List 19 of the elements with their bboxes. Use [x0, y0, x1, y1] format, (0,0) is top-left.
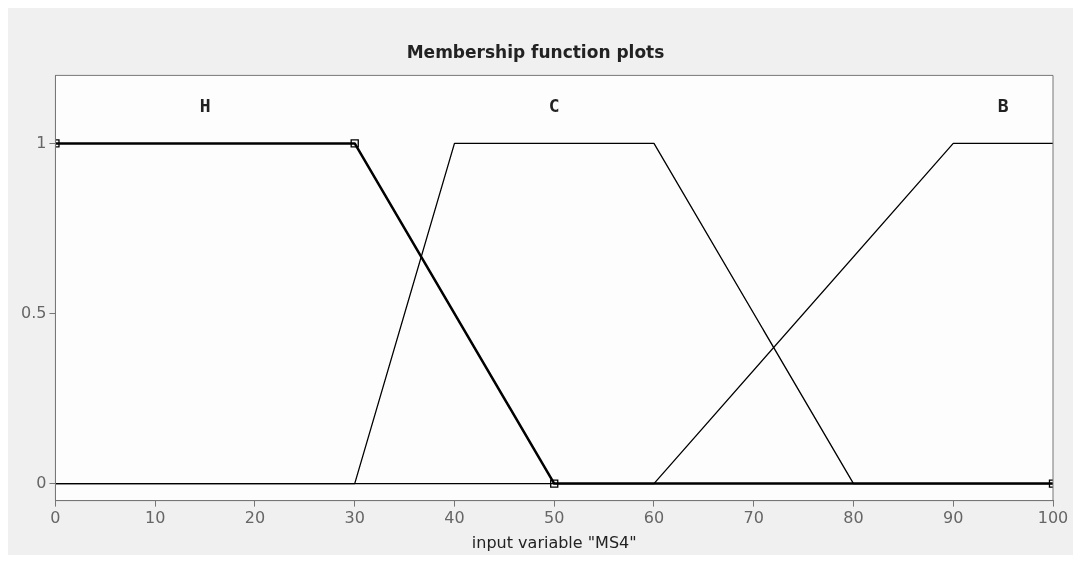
annotation: H: [199, 95, 211, 117]
annotation: B: [997, 95, 1009, 117]
y-tick-label: 0: [36, 472, 47, 492]
x-tick-label: 0: [50, 508, 61, 528]
x-tick-label: 10: [145, 508, 166, 528]
y-tick-label: 1: [36, 132, 47, 152]
x-axis-title: input variable "MS4": [471, 532, 637, 552]
x-tick-label: 50: [544, 508, 565, 528]
annotation: C: [548, 95, 560, 117]
x-tick-label: 40: [444, 508, 465, 528]
x-tick-label: 90: [943, 508, 964, 528]
y-tick-label: 0.5: [20, 302, 47, 322]
x-tick-label: 80: [843, 508, 864, 528]
chart-title: Membership function plots: [406, 41, 665, 62]
x-tick-label: 100: [1037, 508, 1069, 528]
x-tick-label: 30: [344, 508, 365, 528]
x-tick-label: 20: [244, 508, 266, 528]
x-tick-label: 70: [743, 508, 764, 528]
x-tick-label: 60: [643, 508, 665, 528]
